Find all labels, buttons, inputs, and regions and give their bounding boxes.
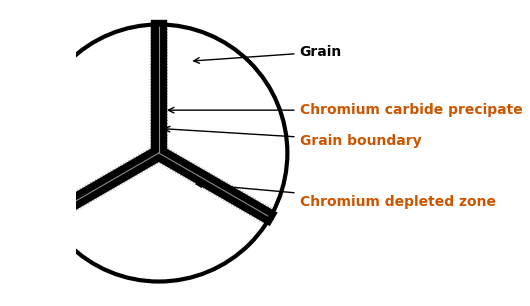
Text: Grain: Grain [194, 45, 342, 63]
Text: Chromium depleted zone: Chromium depleted zone [196, 182, 496, 209]
Text: Grain boundary: Grain boundary [164, 126, 421, 148]
Text: Chromium carbide precipate: Chromium carbide precipate [169, 103, 523, 117]
